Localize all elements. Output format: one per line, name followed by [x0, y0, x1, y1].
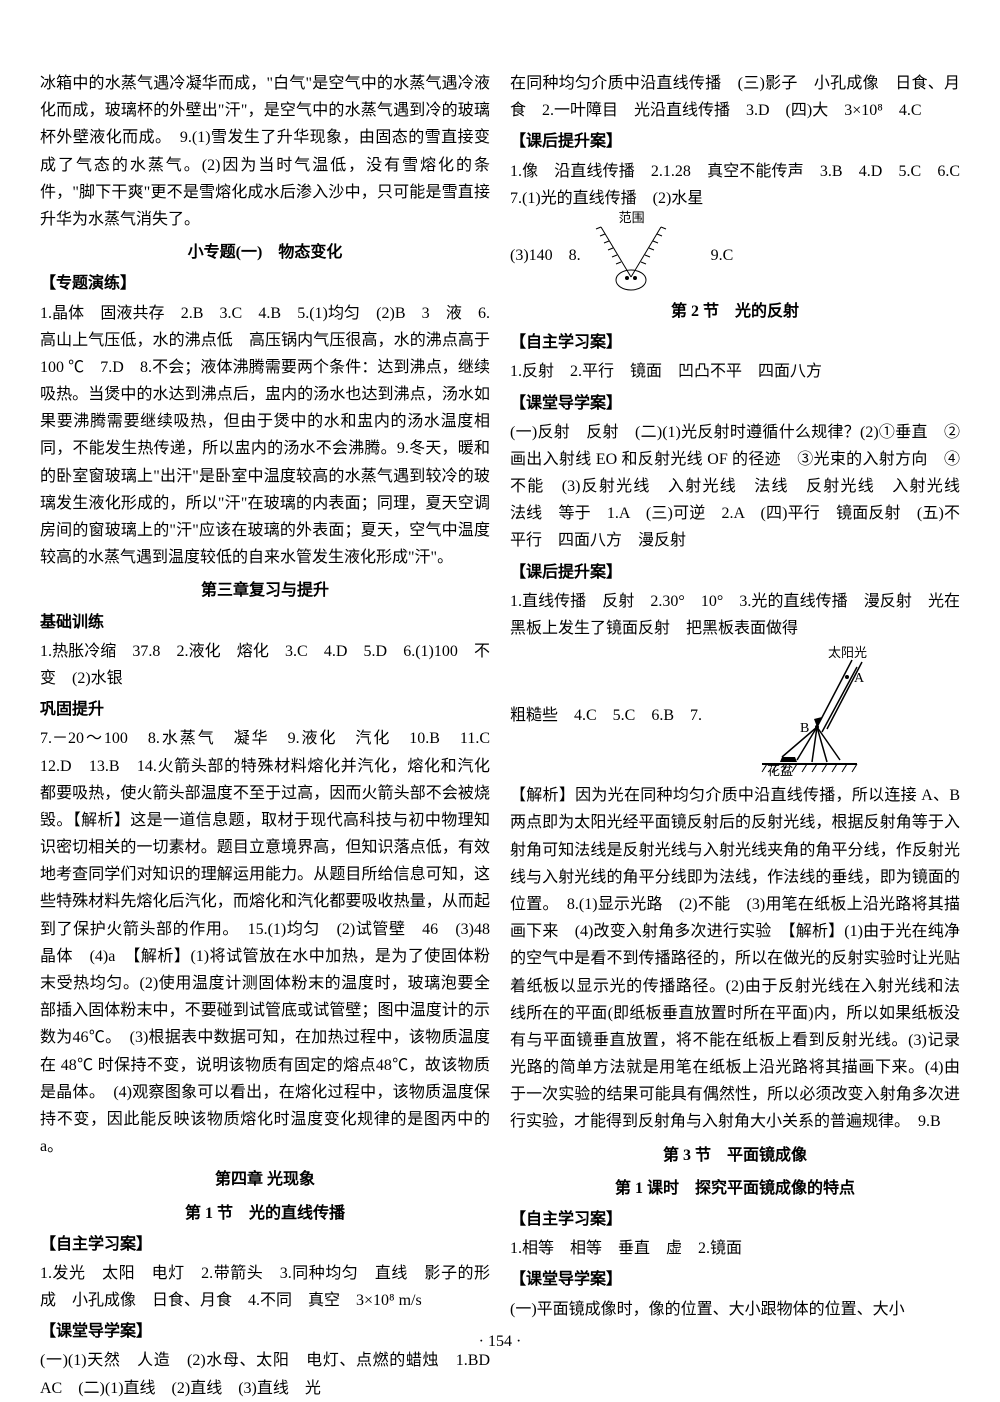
- self2-body: 1.反射 2.平行 镜面 凹凸不平 四面八方: [510, 358, 960, 385]
- mirror-row: 粗糙些 4.C 5.C 6.B 7. 太阳光 A B: [510, 642, 960, 782]
- fan-label: 范围: [619, 207, 645, 229]
- consolidate-body: 7.－20～100 8.水蒸气 凝华 9.液化 汽化 10.B 11.C 12.…: [40, 725, 490, 1160]
- class2-heading: 【课堂导学案】: [510, 390, 960, 417]
- self3-heading: 【自主学习案】: [510, 1206, 960, 1233]
- point-b-label: B: [800, 721, 809, 736]
- right-intro: 在同种均匀介质中沿直线传播 (三)影子 小孔成像 日食、月食 2.一叶障目 光沿…: [510, 70, 960, 124]
- consolidate-heading: 巩固提升: [40, 696, 490, 723]
- after1-heading: 【课后提升案】: [510, 128, 960, 155]
- self2-heading: 【自主学习案】: [510, 329, 960, 356]
- section3-title: 第 3 节 平面镜成像: [510, 1142, 960, 1169]
- class1-body: (一)(1)天然 人造 (2)水母、太阳 电灯、点燃的蜡烛 1.BD AC (二…: [40, 1347, 490, 1401]
- self3-body: 1.相等 相等 垂直 虚 2.镜面: [510, 1235, 960, 1262]
- after2-body1: 1.直线传播 反射 2.30° 10° 3.光的直线传播 漫反射 光在黑板上发生…: [510, 588, 960, 642]
- basic-body: 1.热胀冷缩 37.8 2.液化 熔化 3.C 4.D 5.D 6.(1)100…: [40, 638, 490, 692]
- right-column: 在同种均匀介质中沿直线传播 (三)影子 小孔成像 日食、月食 2.一叶障目 光沿…: [510, 70, 960, 1402]
- after2-heading: 【课后提升案】: [510, 559, 960, 586]
- flower-label: 花盆: [767, 760, 793, 782]
- row8-prefix: (3)140 8.: [510, 212, 581, 269]
- left-column: 冰箱中的水蒸气遇冷凝华而成，"白气"是空气中的水蒸气遇冷液化而成，玻璃杯的外壁出…: [40, 70, 490, 1402]
- row8-suffix: 9.C: [681, 212, 734, 269]
- topic1-title: 小专题(一) 物态变化: [40, 239, 490, 266]
- diagram-row: (3)140 8. 范围: [510, 212, 960, 292]
- class3-body: (一)平面镜成像时，像的位置、大小跟物体的位置、大小: [510, 1296, 960, 1323]
- basic-heading: 基础训练: [40, 609, 490, 636]
- chapter3-title: 第三章复习与提升: [40, 577, 490, 604]
- rough-prefix: 粗糙些 4.C 5.C 6.B 7.: [510, 642, 702, 729]
- section2-title: 第 2 节 光的反射: [510, 298, 960, 325]
- fan-diagram: 范围: [581, 212, 681, 292]
- class3-heading: 【课堂导学案】: [510, 1266, 960, 1293]
- topic1-body: 1.晶体 固液共存 2.B 3.C 4.B 5.(1)均匀 (2)B 3 液 6…: [40, 300, 490, 572]
- self1-heading: 【自主学习案】: [40, 1231, 490, 1258]
- chapter4-title: 第四章 光现象: [40, 1166, 490, 1193]
- sun-label: 太阳光: [828, 642, 867, 664]
- topic1-heading: 【专题演练】: [40, 270, 490, 297]
- page-number: · 154 ·: [0, 1328, 1000, 1355]
- point-a-label: A: [854, 671, 865, 686]
- lesson1-title: 第 1 课时 探究平面镜成像的特点: [510, 1175, 960, 1202]
- intro-text: 冰箱中的水蒸气遇冷凝华而成，"白气"是空气中的水蒸气遇冷液化而成，玻璃杯的外壁出…: [40, 70, 490, 233]
- section1-title: 第 1 节 光的直线传播: [40, 1200, 490, 1227]
- mirror-diagram: 太阳光 A B: [722, 642, 872, 782]
- after1-body: 1.像 沿直线传播 2.1.28 真空不能传声 3.B 4.D 5.C 6.C …: [510, 158, 960, 212]
- analysis-body: 【解析】因为光在同种均匀介质中沿直线传播，所以连接 A、B 两点即为太阳光经平面…: [510, 782, 960, 1135]
- self1-body: 1.发光 太阳 电灯 2.带箭头 3.同种均匀 直线 影子的形成 小孔成像 日食…: [40, 1260, 490, 1314]
- class2-body: (一)反射 反射 (二)(1)光反射时遵循什么规律？(2)①垂直 ②画出入射线 …: [510, 419, 960, 555]
